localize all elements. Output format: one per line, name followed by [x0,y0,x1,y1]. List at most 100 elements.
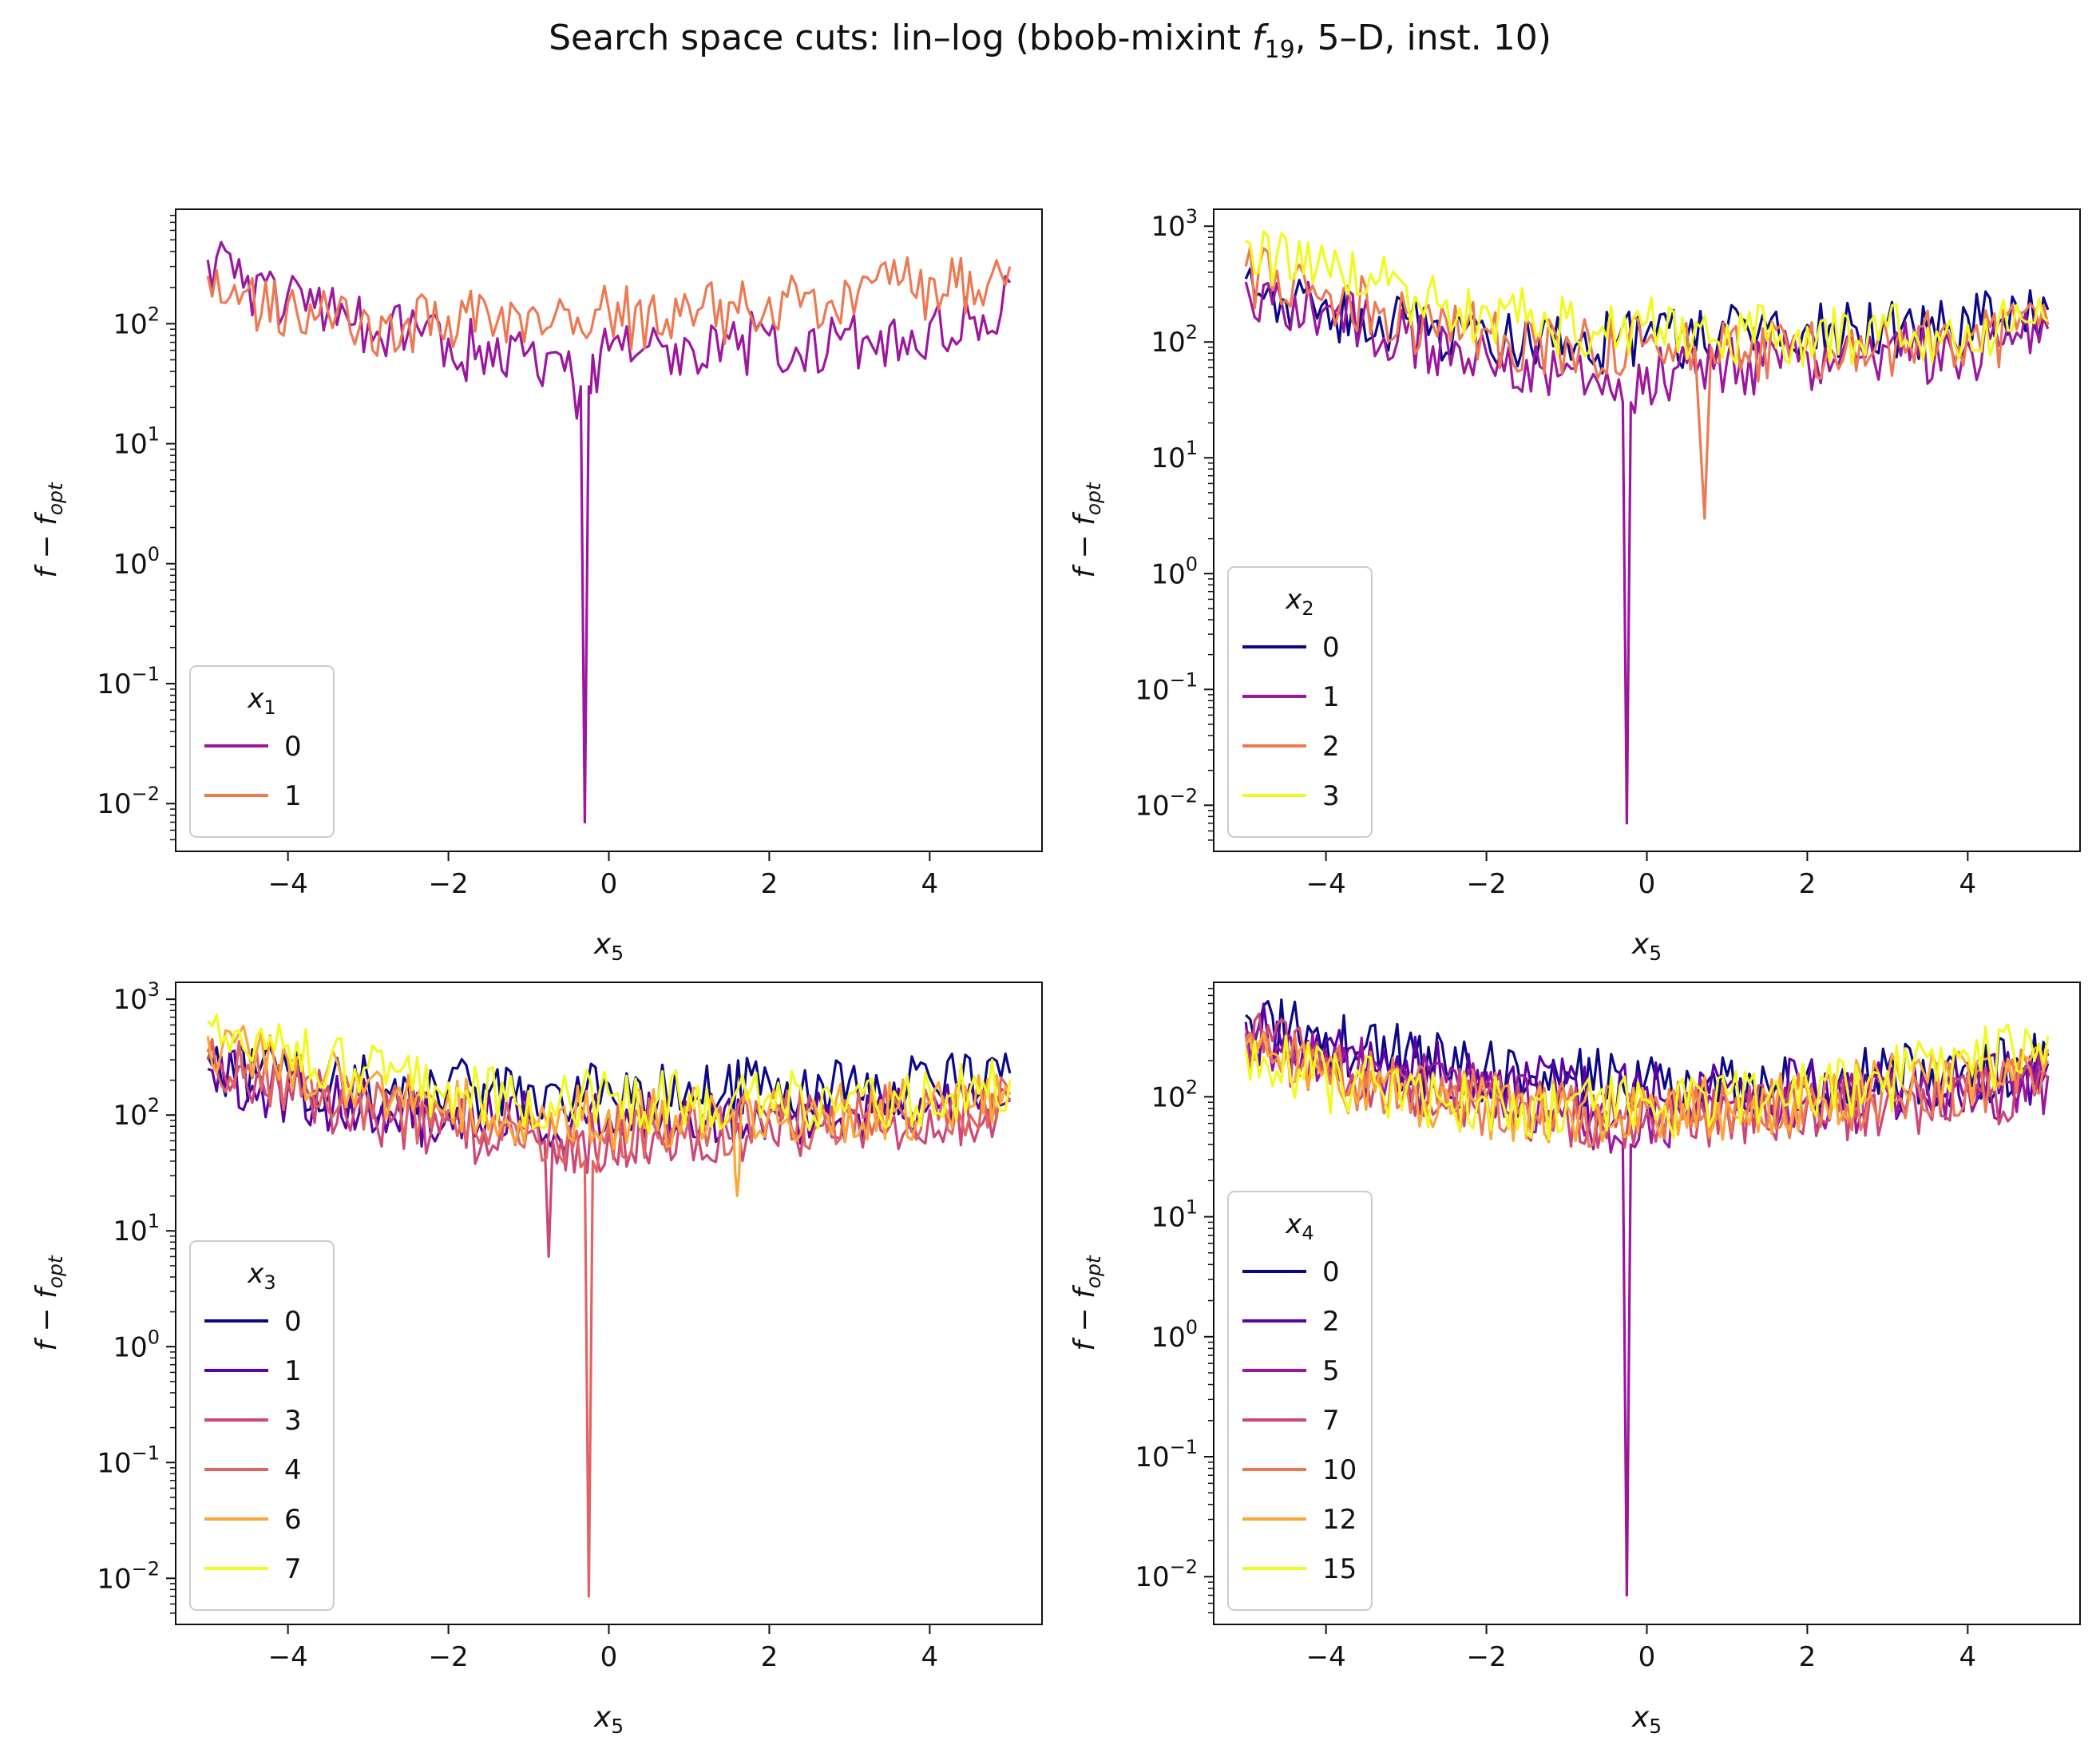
x-axis-label: x5 [1631,928,1662,965]
y-minor-ticks [166,998,931,1634]
legend-label-0: 0 [284,731,302,763]
y-minor-ticks [1204,987,1969,1634]
legend: x1 0 1 [189,665,335,838]
y-tick-label: 100 [113,1326,160,1363]
y-tick-label: 10−1 [97,1442,160,1479]
series-lines [206,240,1012,824]
y-tick-label: 103 [1151,205,1198,243]
x-axis-label: x5 [1631,1701,1662,1738]
x-tick-label: 0 [1638,868,1656,900]
series-line-12 [1244,1032,2050,1144]
chart-panel-bottom-left: 10−2 10−1 100 101 102 103 −4 −2 0 2 4 x5 f − fopt x3 0… [30,978,1043,1738]
svg-text:f − fopt: f − fopt [1068,482,1105,578]
axes-frame [175,982,1043,1625]
x-tick-label: 4 [921,1641,939,1673]
x-tick-labels: −4 −2 0 2 4 [268,1641,939,1673]
series-lines [1244,230,2050,825]
y-axis-label: f − fopt [30,482,67,578]
y-tick-label: 101 [113,423,160,461]
legend-label-10: 10 [1322,1454,1357,1486]
series-line-7 [206,1013,1012,1136]
series-line-15 [1244,1023,2050,1140]
x-tick-labels: −4 −2 0 2 4 [1306,868,1977,900]
legend-box [1227,566,1373,838]
chart-panel-top-left: 10−2 10−1 100 101 102 −4 −2 0 2 4 x5 f − fopt x1 0 1 [30,208,1043,965]
legend-label-3: 3 [1322,780,1340,812]
series-line-10 [1244,1030,2050,1148]
y-tick-label: 101 [113,1210,160,1247]
series-line-0 [206,240,1012,824]
axes-frame [1213,208,2081,852]
legend-label-7: 7 [1322,1405,1340,1437]
y-minor-ticks [1204,225,1969,861]
legend-label-6: 6 [284,1504,302,1536]
legend-label-5: 5 [1322,1355,1340,1387]
axes-frame [1213,982,2081,1625]
legend: x3 0 1 3 4 6 7 [189,1240,335,1611]
x-tick-label: −2 [1467,868,1507,900]
y-minor-ticks [166,214,931,861]
x-tick-label: 2 [1799,868,1817,900]
legend-title: x4 [1285,1208,1313,1244]
legend-label-12: 12 [1322,1504,1357,1536]
y-tick-label: 101 [1151,1196,1198,1234]
series-line-6 [206,1025,1012,1198]
x-tick-label: 4 [1959,1641,1977,1673]
y-tick-label: 101 [1151,437,1198,474]
legend-label-1: 1 [284,1355,302,1387]
legend-label-1: 1 [284,780,302,812]
x-tick-label: 4 [1959,868,1977,900]
y-tick-labels: 10−2 10−1 100 101 102 [97,303,160,820]
legend-title: x1 [247,683,275,719]
legend-title: x3 [247,1258,275,1294]
axes-frame [175,208,1043,852]
x-tick-label: −2 [1467,1641,1507,1673]
legend: x2 0 1 2 3 [1227,566,1373,838]
svg-text:f − fopt: f − fopt [1068,1255,1105,1351]
y-tick-labels: 10−2 10−1 100 101 102 103 [1135,205,1198,822]
x-tick-labels: −4 −2 0 2 4 [268,868,939,900]
x-tick-label: 4 [921,868,939,900]
legend-label-1: 1 [1322,681,1340,713]
y-axis-label: f − fopt [30,1255,67,1351]
y-tick-label: 10−2 [97,1557,160,1595]
figure-title: Search space cuts: lin–log (bbob-mixint … [549,18,1551,64]
y-tick-label: 10−1 [1135,668,1198,706]
y-axis-label: f − fopt [1068,482,1105,578]
legend-box [189,1240,335,1611]
x-tick-labels: −4 −2 0 2 4 [1306,1641,1977,1673]
y-tick-labels: 10−2 10−1 100 101 102 103 [97,978,160,1595]
y-tick-label: 100 [1151,1316,1198,1354]
legend: x4 0 2 5 7 10 12 15 [1227,1191,1373,1611]
legend-box [1227,1191,1373,1611]
x-tick-label: 0 [1638,1641,1656,1673]
x-axis-label: x5 [593,928,624,965]
y-tick-label: 10−1 [1135,1436,1198,1473]
legend-label-0: 0 [1322,1256,1340,1288]
x-tick-label: −4 [268,1641,308,1673]
x-tick-label: −2 [429,868,469,900]
y-tick-label: 102 [1151,321,1198,359]
y-tick-label: 100 [1151,553,1198,590]
legend-label-0: 0 [284,1306,302,1338]
legend-label-2: 2 [1322,731,1340,763]
y-tick-label: 10−2 [97,783,160,820]
legend-label-15: 15 [1322,1553,1357,1585]
y-tick-label: 10−2 [1135,1556,1198,1593]
y-tick-label: 10−2 [1135,784,1198,822]
series-lines [1244,998,2050,1597]
x-tick-label: 2 [761,868,779,900]
x-tick-label: 2 [761,1641,779,1673]
x-tick-label: 0 [600,868,618,900]
y-tick-label: 100 [113,543,160,581]
series-line-1 [206,256,1012,357]
y-tick-label: 10−1 [97,663,160,700]
x-tick-label: −4 [1306,868,1346,900]
x-tick-label: −4 [1306,1641,1346,1673]
legend-label-0: 0 [1322,632,1340,664]
y-axis-label: f − fopt [1068,1255,1105,1351]
series-line-2 [1244,246,2050,520]
legend-label-2: 2 [1322,1306,1340,1338]
legend-label-4: 4 [284,1454,302,1486]
